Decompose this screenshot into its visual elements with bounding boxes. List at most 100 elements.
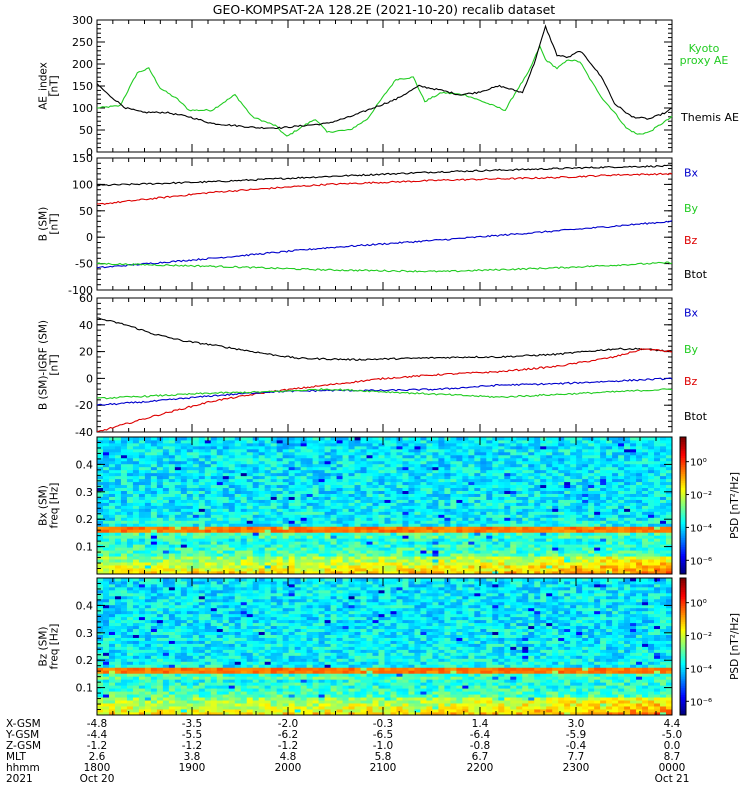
spectrogram-cell <box>102 571 110 575</box>
spectrogram-cell <box>156 541 164 545</box>
spectrogram-cell <box>330 526 337 530</box>
spectrogram-cell <box>282 547 290 551</box>
spectrogram-cell <box>522 481 529 486</box>
spectrogram-cell <box>324 472 331 477</box>
spectrogram-cell <box>324 523 331 527</box>
spectrogram-cell <box>528 562 535 566</box>
spectrogram-cell <box>408 466 415 471</box>
spectrogram-cell <box>420 502 427 506</box>
spectrogram-cell <box>600 448 607 453</box>
spectrogram-cell <box>288 475 296 480</box>
spectrogram-cell <box>324 508 331 512</box>
spectrogram-cell <box>450 508 457 512</box>
spectrogram-cell <box>300 547 308 551</box>
spectrogram-cell <box>204 550 212 554</box>
spectrogram-cell <box>666 493 673 497</box>
spectrogram-cell <box>660 553 667 557</box>
spectrogram-cell <box>648 439 655 444</box>
spectrogram-cell <box>558 514 565 518</box>
spectrogram-cell <box>156 568 164 572</box>
spectrogram-cell <box>522 541 529 545</box>
spectrogram-cell <box>360 493 367 497</box>
spectrogram-cell <box>264 487 272 492</box>
spectrogram-cell <box>270 481 278 486</box>
spectrogram-cell <box>564 553 571 557</box>
y-tick-label: -20 <box>75 399 93 412</box>
spectrogram-cell <box>468 484 475 489</box>
spectrogram-cell <box>252 529 260 533</box>
spectrogram-cell <box>432 559 439 563</box>
spectrogram-cell <box>342 437 349 441</box>
spectrogram-cell <box>150 523 158 527</box>
spectrogram-cell <box>660 505 667 509</box>
spectrogram-cell <box>540 463 547 468</box>
spectrogram-cell <box>258 544 266 548</box>
spectrogram-cell <box>258 451 266 456</box>
spectrogram-cell <box>348 448 355 453</box>
spectrogram-cell <box>666 553 673 557</box>
spectrogram-cell <box>384 448 391 453</box>
spectrogram-cell <box>402 478 409 483</box>
spectrogram-cell <box>636 499 643 503</box>
y-tick-label: 250 <box>72 36 93 49</box>
spectrogram-cell <box>366 493 373 497</box>
spectrogram-cell <box>222 437 230 441</box>
spectrogram-cell <box>336 568 343 572</box>
spectrogram-cell <box>144 526 152 530</box>
spectrogram-cell <box>126 550 134 554</box>
spectrogram-cell <box>384 454 391 459</box>
spectrogram-cell <box>108 538 116 542</box>
spectrogram-cell <box>180 499 188 503</box>
spectrogram-cell <box>444 565 451 569</box>
spectrogram-cell <box>228 451 236 456</box>
spectrogram-cell <box>180 556 188 560</box>
spectrogram-cell <box>114 478 122 483</box>
spectrogram-cell <box>408 502 415 506</box>
spectrogram-cell <box>426 535 433 539</box>
spectrogram-cell <box>462 451 469 456</box>
spectrogram-cell <box>180 535 188 539</box>
spectrogram-cell <box>498 448 505 453</box>
spectrogram-cell <box>474 451 481 456</box>
spectrogram-cell <box>246 481 254 486</box>
spectrogram-cell <box>546 437 553 441</box>
spectrogram-cell <box>642 499 649 503</box>
spectrogram-cell <box>522 448 529 453</box>
spectrogram-cell <box>276 487 284 492</box>
spectrogram-cell <box>264 448 272 453</box>
spectrogram-cell <box>666 487 673 492</box>
spectrogram-cell <box>366 511 373 515</box>
spectrogram-cell <box>654 490 661 494</box>
spectrogram-cell <box>612 475 619 480</box>
spectrogram-cell <box>624 517 631 521</box>
spectrogram-cell <box>516 553 523 557</box>
spectrogram-cell <box>390 484 397 489</box>
spectrogram-cell <box>324 547 331 551</box>
spectrogram-cell <box>504 445 511 450</box>
spectrogram-cell <box>378 568 385 572</box>
spectrogram-cell <box>198 505 206 509</box>
spectrogram-cell <box>606 502 613 506</box>
spectrogram-cell <box>192 457 200 462</box>
spectrogram-cell <box>300 511 308 515</box>
spectrogram-cell <box>204 514 212 518</box>
spectrogram-cell <box>510 502 517 506</box>
spectrogram-cell <box>528 493 535 497</box>
spectrogram-cell <box>648 571 655 575</box>
spectrogram-cell <box>576 532 583 536</box>
spectrogram-cell <box>168 437 176 441</box>
spectrogram-cell <box>420 556 427 560</box>
spectrogram-cell <box>186 487 194 492</box>
spectrogram-cell <box>234 478 242 483</box>
spectrogram-cell <box>594 544 601 548</box>
spectrogram-cell <box>558 481 565 486</box>
spectrogram-cell <box>660 526 667 530</box>
spectrogram-cell <box>150 544 158 548</box>
spectrogram-cell <box>366 472 373 477</box>
spectrogram-cell <box>348 469 355 474</box>
spectrogram-cell <box>294 565 302 569</box>
spectrogram-cell <box>258 565 266 569</box>
spectrogram-cell <box>444 547 451 551</box>
spectrogram-cell <box>210 538 218 542</box>
spectrogram-cell <box>624 571 631 575</box>
